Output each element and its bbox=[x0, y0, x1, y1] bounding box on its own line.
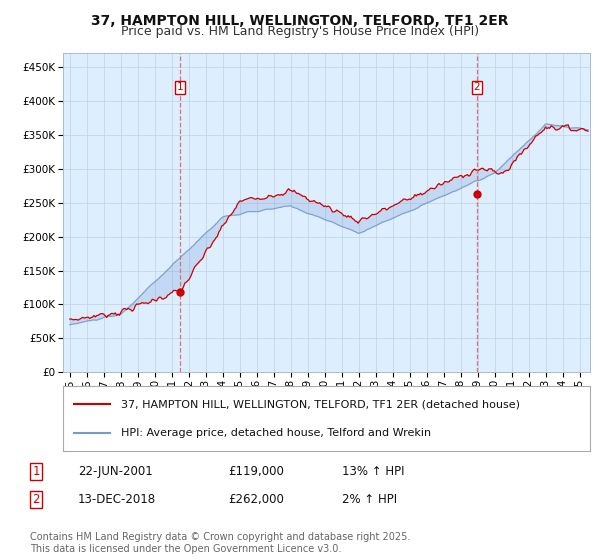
Text: 13-DEC-2018: 13-DEC-2018 bbox=[78, 493, 156, 506]
Text: 37, HAMPTON HILL, WELLINGTON, TELFORD, TF1 2ER: 37, HAMPTON HILL, WELLINGTON, TELFORD, T… bbox=[91, 14, 509, 28]
Text: Contains HM Land Registry data © Crown copyright and database right 2025.
This d: Contains HM Land Registry data © Crown c… bbox=[30, 532, 410, 554]
Text: 22-JUN-2001: 22-JUN-2001 bbox=[78, 465, 153, 478]
Text: Price paid vs. HM Land Registry's House Price Index (HPI): Price paid vs. HM Land Registry's House … bbox=[121, 25, 479, 38]
Text: 1: 1 bbox=[176, 82, 183, 92]
Text: 2% ↑ HPI: 2% ↑ HPI bbox=[342, 493, 397, 506]
Text: 37, HAMPTON HILL, WELLINGTON, TELFORD, TF1 2ER (detached house): 37, HAMPTON HILL, WELLINGTON, TELFORD, T… bbox=[121, 399, 520, 409]
Text: HPI: Average price, detached house, Telford and Wrekin: HPI: Average price, detached house, Telf… bbox=[121, 428, 431, 438]
Text: 2: 2 bbox=[473, 82, 480, 92]
Text: £262,000: £262,000 bbox=[228, 493, 284, 506]
Text: 1: 1 bbox=[32, 465, 40, 478]
Text: £119,000: £119,000 bbox=[228, 465, 284, 478]
Text: 2: 2 bbox=[32, 493, 40, 506]
Text: 13% ↑ HPI: 13% ↑ HPI bbox=[342, 465, 404, 478]
